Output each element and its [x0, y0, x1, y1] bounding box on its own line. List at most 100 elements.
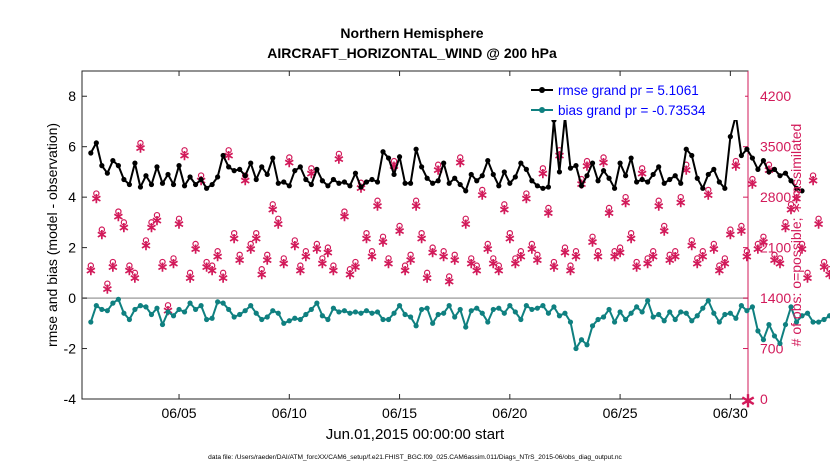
obs-possible-point	[390, 157, 398, 165]
bias-point	[148, 311, 155, 318]
rmse-point	[716, 179, 722, 185]
obs-assimilated-point: ∗	[769, 251, 781, 267]
bias-point	[545, 310, 552, 316]
rmse-point	[93, 140, 99, 146]
obs-possible-point	[644, 255, 651, 262]
obs-possible-point	[479, 186, 486, 194]
legend-box	[527, 80, 745, 120]
x-tick-label: 06/20	[492, 405, 527, 421]
obs-possible-point	[203, 258, 210, 266]
obs-possible-point	[732, 157, 740, 165]
bias-point	[203, 316, 210, 323]
rmse-point	[556, 169, 563, 175]
rmse-point	[755, 166, 761, 172]
bias-point	[656, 311, 662, 318]
obs-assimilated-point: ∗	[818, 259, 830, 275]
bias-point	[672, 316, 678, 323]
obs-possible-point	[335, 150, 343, 158]
obs-assimilated-point: ∗	[383, 255, 395, 271]
obs-assimilated-point: ∗	[636, 165, 648, 181]
obs-assimilated-point: ∗	[217, 269, 229, 285]
obs-assimilated-point: ∗	[791, 190, 803, 206]
bias-series	[88, 296, 830, 352]
bias-point	[137, 303, 144, 309]
obs-possible-point	[93, 190, 100, 197]
bias-point	[474, 305, 480, 311]
rmse-point	[407, 180, 414, 186]
rmse-point	[788, 178, 794, 184]
obs-possible-point	[545, 204, 552, 212]
rmse-point	[402, 180, 408, 186]
plot-area	[81, 70, 749, 400]
obs-possible-point	[787, 201, 795, 208]
obs-possible-point	[490, 255, 497, 262]
obs-assimilated-point: ∗	[361, 230, 373, 246]
obs-assimilated-point: ∗	[427, 244, 439, 260]
rmse-point	[534, 183, 540, 189]
rmse-point	[308, 181, 314, 188]
bias-point	[115, 296, 121, 302]
obs-possible-point	[815, 215, 822, 222]
obs-possible-point	[616, 244, 624, 251]
obs-possible-point	[142, 237, 150, 244]
bias-point	[441, 310, 447, 316]
bias-point	[799, 313, 805, 319]
obs-assimilated-point: ∗	[410, 197, 422, 213]
rmse-point	[154, 164, 160, 170]
rmse-point	[457, 181, 463, 188]
bias-point	[700, 305, 706, 311]
y-right-tick-label: 1400	[760, 290, 791, 306]
rmse-point	[330, 176, 337, 183]
obs-assimilated-point: ∗	[752, 241, 764, 257]
bias-point	[407, 314, 414, 320]
obs-zero-marker: ∗	[740, 390, 757, 412]
obs-assimilated-point: ∗	[256, 266, 268, 282]
rmse-point	[545, 184, 552, 190]
obs-assimilated-point: ∗	[669, 248, 681, 264]
obs-possible-point	[308, 165, 315, 172]
bias-point	[518, 316, 524, 323]
rmse-point	[567, 165, 574, 171]
bias-point	[143, 304, 149, 310]
obs-possible-point	[760, 233, 767, 241]
bias-point	[181, 309, 188, 315]
y-axis-right-label: # of obs: o=possible; ∗=assimilated	[788, 124, 804, 347]
rmse-point	[656, 164, 662, 170]
obs-possible-point	[600, 154, 607, 161]
obs-assimilated-point: ∗	[598, 154, 610, 170]
rmse-point	[600, 168, 607, 174]
obs-possible-point	[567, 262, 574, 269]
rmse-point	[606, 175, 612, 181]
obs-assimilated-point: ∗	[697, 248, 709, 264]
obs-assimilated-point: ∗	[713, 262, 725, 278]
rmse-point	[711, 166, 717, 172]
obs-assimilated-point: ∗	[653, 197, 665, 213]
obs-possible-point	[214, 248, 221, 255]
obs-assimilated-point: ∗	[620, 194, 632, 210]
y-right-tick-label: 2800	[760, 189, 791, 205]
bias-point	[468, 308, 474, 314]
obs-assimilated-point: ∗	[493, 262, 505, 278]
obs-assimilated-point: ∗	[736, 223, 748, 239]
obs-assimilated-point: ∗	[190, 241, 202, 257]
bias-point	[308, 306, 314, 313]
obs-possible-point	[710, 240, 718, 248]
obs-possible-point	[164, 302, 172, 309]
obs-assimilated-point: ∗	[691, 255, 703, 271]
y-left-tick-label: -2	[64, 341, 77, 357]
rmse-point	[209, 181, 215, 188]
bias-point	[639, 309, 645, 315]
bias-point	[154, 305, 160, 311]
obs-assimilated-point: ∗	[460, 215, 472, 231]
bias-point	[634, 304, 640, 310]
obs-possible-point	[754, 240, 762, 248]
rmse-point	[363, 179, 370, 185]
obs-assimilated-point: ∗	[559, 244, 571, 260]
obs-possible-point	[655, 197, 662, 204]
obs-assimilated-point: ∗	[581, 158, 593, 174]
y-right-tick-label: 4200	[760, 88, 791, 104]
bias-point	[793, 319, 800, 325]
obs-possible-point	[539, 165, 547, 172]
rmse-point	[650, 171, 656, 178]
obs-possible-point	[153, 211, 161, 219]
